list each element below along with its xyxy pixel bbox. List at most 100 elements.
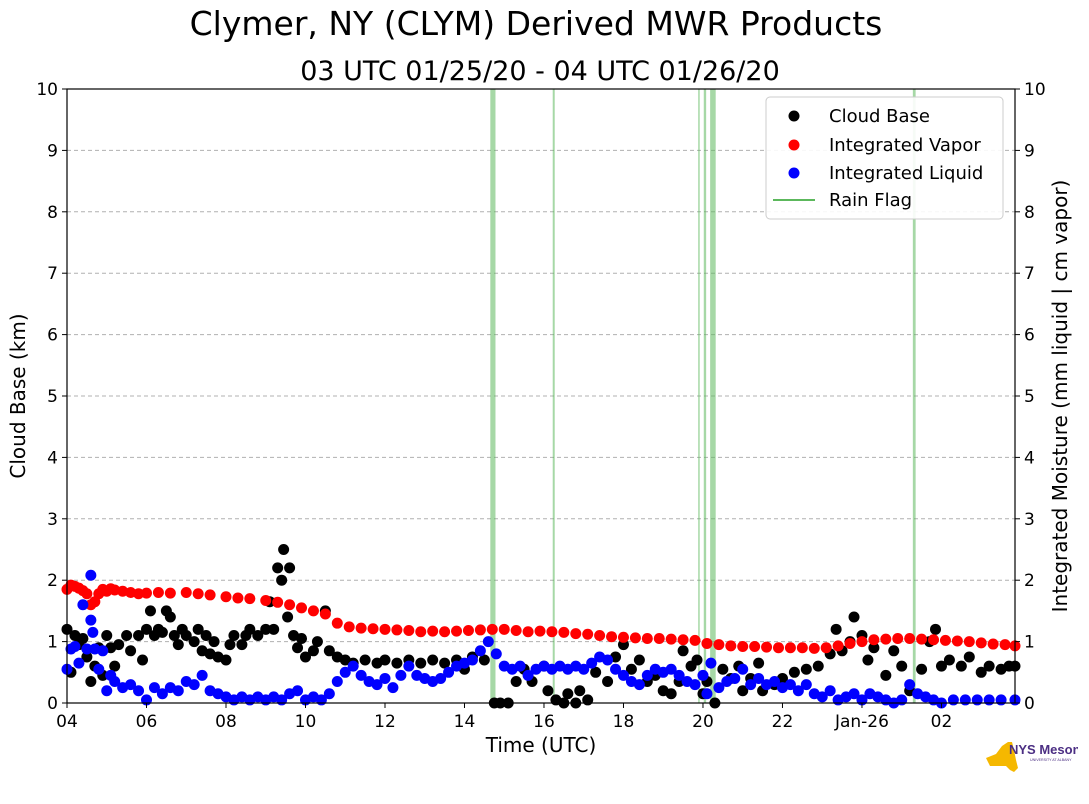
integrated-vapor-point — [296, 602, 308, 614]
cloud-base-point — [888, 645, 900, 657]
x-tick-label: 10 — [295, 712, 317, 732]
integrated-vapor-point — [880, 633, 892, 645]
y-tick-label-left: 2 — [47, 571, 58, 591]
chart-title: Clymer, NY (CLYM) Derived MWR Products — [190, 4, 883, 43]
integrated-liquid-point — [800, 679, 812, 691]
y-tick-label-left: 9 — [47, 141, 58, 161]
integrated-vapor-point — [713, 639, 725, 651]
integrated-vapor-point — [582, 628, 594, 640]
integrated-vapor-point — [284, 599, 296, 611]
cloud-base-point — [156, 626, 168, 638]
cloud-base-point — [228, 629, 240, 641]
integrated-liquid-point — [355, 669, 367, 681]
integrated-vapor-point — [534, 625, 546, 637]
integrated-vapor-point — [677, 634, 689, 646]
cloud-base-point — [935, 660, 947, 672]
cloud-base-point — [180, 629, 192, 641]
cloud-base-point — [848, 611, 860, 623]
integrated-liquid-point — [331, 676, 343, 688]
integrated-liquid-point — [371, 679, 383, 691]
cloud-base-point — [963, 651, 975, 663]
legend-label-cloud-base: Cloud Base — [829, 106, 930, 127]
y-tick-label-right: 5 — [1024, 387, 1035, 407]
integrated-liquid-point — [395, 669, 407, 681]
cloud-base-point — [633, 654, 645, 666]
integrated-vapor-point — [975, 637, 987, 649]
integrated-liquid-point — [482, 636, 494, 648]
integrated-vapor-point — [510, 625, 522, 637]
integrated-liquid-point — [896, 694, 908, 706]
integrated-vapor-point — [868, 634, 880, 646]
cloud-base-point — [144, 605, 156, 617]
legend-marker-integrated-vapor — [788, 139, 800, 151]
x-tick-label: 04 — [56, 712, 78, 732]
integrated-vapor-point — [832, 640, 844, 652]
cloud-base-point — [880, 669, 892, 681]
cloud-base-point — [930, 623, 942, 635]
rain-flag-band — [490, 89, 496, 703]
integrated-vapor-point — [856, 636, 868, 648]
integrated-vapor-point — [665, 633, 677, 645]
cloud-base-point — [192, 623, 204, 635]
rain-flag-band — [698, 89, 700, 703]
cloud-base-point — [284, 562, 296, 574]
cloud-base-point — [81, 651, 93, 663]
cloud-base-point — [260, 623, 272, 635]
x-tick-label: 02 — [931, 712, 953, 732]
integrated-vapor-point — [81, 588, 93, 600]
cloud-base-point — [975, 666, 987, 678]
integrated-vapor-point — [928, 634, 940, 646]
integrated-vapor-point — [546, 626, 558, 638]
integrated-vapor-point — [737, 641, 749, 653]
cloud-base-point — [359, 654, 371, 666]
integrated-liquid-point — [713, 682, 725, 694]
integrated-vapor-point — [594, 629, 606, 641]
integrated-vapor-point — [570, 628, 582, 640]
integrated-liquid-point — [578, 663, 590, 675]
y-tick-label-right: 9 — [1024, 141, 1035, 161]
integrated-vapor-point — [498, 623, 510, 635]
integrated-liquid-point — [947, 694, 959, 706]
y-tick-label-right: 8 — [1024, 203, 1035, 223]
y-tick-label-left: 3 — [47, 510, 58, 530]
integrated-liquid-series — [61, 569, 1021, 709]
x-axis-ticks: 04 06 08 10 12 14 16 18 20 22 Jan-26 02 — [56, 703, 952, 732]
integrated-vapor-point — [558, 626, 570, 638]
cloud-base-point — [113, 639, 125, 651]
integrated-vapor-point — [844, 637, 856, 649]
integrated-vapor-point — [939, 634, 951, 646]
integrated-vapor-point — [355, 622, 367, 634]
x-tick-label: Jan-26 — [834, 712, 889, 732]
cloud-base-point — [737, 685, 749, 697]
integrated-vapor-point — [474, 624, 486, 636]
integrated-vapor-point — [629, 632, 641, 644]
cloud-base-point — [800, 663, 812, 675]
legend-label-integrated-liquid: Integrated Liquid — [829, 163, 983, 184]
x-axis-label: Time (UTC) — [485, 733, 597, 757]
integrated-liquid-point — [729, 672, 741, 684]
cloud-base-point — [307, 645, 319, 657]
y-tick-label-left: 1 — [47, 633, 58, 653]
integrated-liquid-point — [69, 641, 81, 653]
x-tick-label: 08 — [215, 712, 237, 732]
cloud-base-point — [574, 685, 586, 697]
integrated-liquid-point — [737, 663, 749, 675]
cloud-base-point — [691, 654, 703, 666]
integrated-vapor-point — [796, 642, 808, 654]
grid-lines — [67, 149, 1015, 643]
cloud-base-point — [208, 636, 220, 648]
integrated-vapor-point — [617, 631, 629, 643]
integrated-vapor-point — [343, 621, 355, 633]
integrated-vapor-point — [820, 642, 832, 654]
rain-flag-band — [552, 89, 555, 703]
legend-marker-cloud-base — [788, 110, 800, 122]
integrated-vapor-point — [451, 625, 463, 637]
integrated-liquid-point — [769, 676, 781, 688]
integrated-liquid-point — [959, 694, 971, 706]
cloud-base-point — [415, 657, 427, 669]
integrated-liquid-point — [586, 657, 598, 669]
cloud-base-point — [168, 629, 180, 641]
integrated-vapor-point — [749, 641, 761, 653]
integrated-vapor-point — [892, 633, 904, 645]
integrated-liquid-point — [665, 663, 677, 675]
